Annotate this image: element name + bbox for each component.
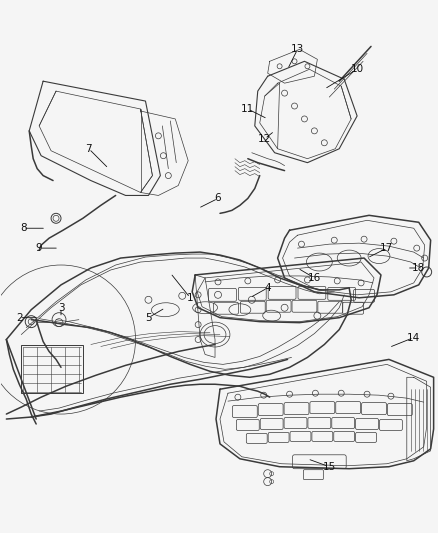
Text: 8: 8	[20, 223, 27, 233]
Text: 11: 11	[241, 104, 254, 114]
Text: 5: 5	[145, 313, 152, 322]
Text: 1: 1	[187, 293, 194, 303]
Text: 15: 15	[323, 462, 336, 472]
Bar	[21, 345, 83, 393]
Text: 6: 6	[215, 193, 221, 204]
Text: 4: 4	[265, 283, 271, 293]
Text: 7: 7	[85, 144, 92, 154]
Text: 10: 10	[350, 64, 364, 74]
Text: 16: 16	[308, 273, 321, 283]
Text: 12: 12	[258, 134, 271, 144]
Text: 13: 13	[291, 44, 304, 54]
Text: 9: 9	[36, 243, 42, 253]
Text: 18: 18	[412, 263, 425, 273]
Text: 14: 14	[407, 333, 420, 343]
Text: 3: 3	[58, 303, 64, 313]
Text: 17: 17	[380, 243, 394, 253]
Text: 2: 2	[16, 313, 23, 322]
